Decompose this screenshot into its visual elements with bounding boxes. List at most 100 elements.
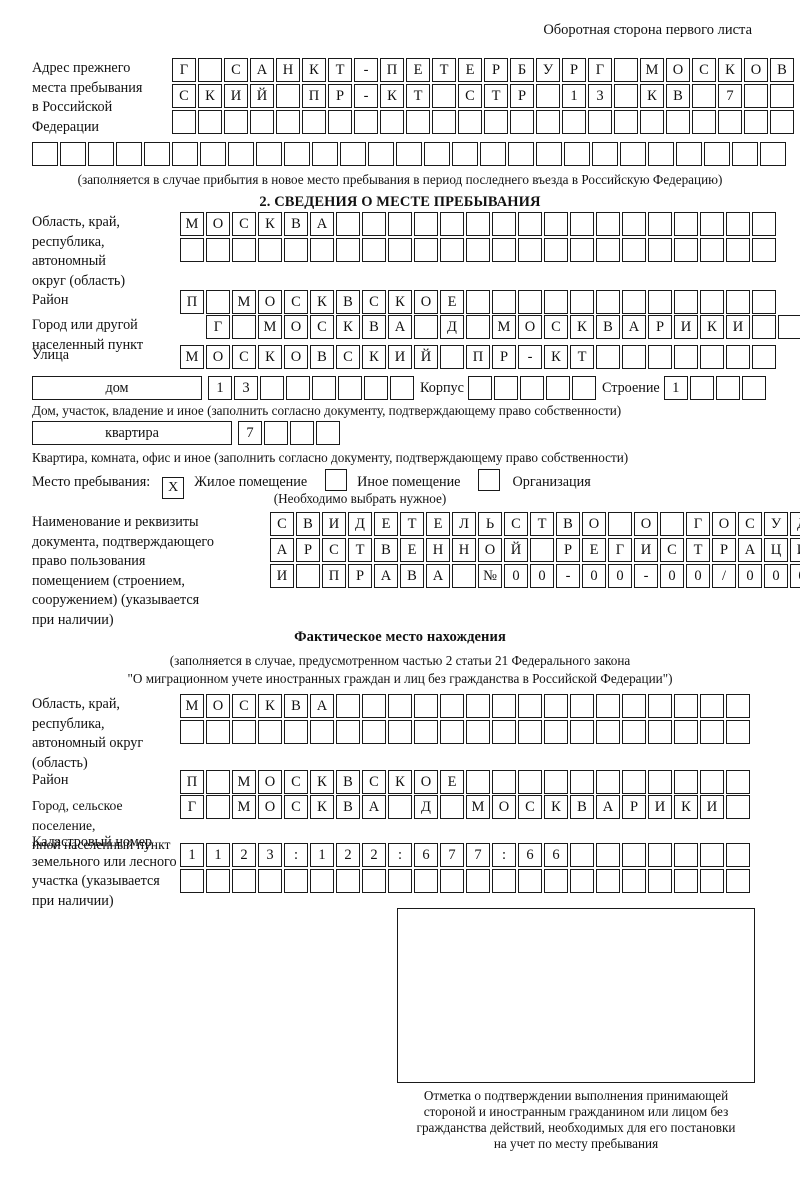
char-box[interactable] (704, 142, 730, 166)
char-box[interactable]: С (284, 770, 308, 794)
char-box[interactable] (700, 843, 724, 867)
char-box[interactable] (544, 694, 568, 718)
char-box[interactable] (256, 142, 282, 166)
char-box[interactable] (60, 142, 86, 166)
char-box[interactable] (715, 376, 740, 400)
char-box[interactable] (518, 694, 542, 718)
char-box[interactable] (440, 694, 464, 718)
char-box[interactable]: С (232, 212, 256, 236)
char-box[interactable]: 6 (518, 843, 542, 867)
char-box[interactable] (260, 376, 284, 400)
char-box[interactable]: Т (570, 345, 594, 369)
char-box[interactable] (622, 238, 646, 262)
stay-type-checkbox-organization[interactable] (478, 469, 501, 491)
char-box[interactable]: М (492, 315, 516, 339)
char-box[interactable]: В (374, 538, 398, 562)
char-box[interactable]: О (666, 58, 690, 82)
char-box[interactable]: Й (250, 84, 274, 108)
char-box[interactable] (596, 869, 620, 893)
char-box[interactable] (718, 110, 742, 134)
char-box[interactable] (676, 142, 702, 166)
char-box[interactable] (480, 142, 506, 166)
char-box[interactable] (518, 720, 542, 744)
char-box[interactable] (744, 110, 768, 134)
char-box[interactable] (530, 538, 554, 562)
char-box[interactable] (648, 843, 672, 867)
char-box[interactable]: 1 (206, 843, 230, 867)
char-box[interactable] (596, 290, 620, 314)
char-box[interactable]: О (206, 694, 230, 718)
char-box[interactable]: В (556, 512, 580, 536)
char-box[interactable]: К (388, 770, 412, 794)
char-box[interactable]: В (770, 58, 794, 82)
char-box[interactable] (700, 720, 724, 744)
char-box[interactable]: Т (530, 512, 554, 536)
char-box[interactable] (648, 212, 672, 236)
char-box[interactable] (364, 376, 388, 400)
char-box[interactable]: О (206, 345, 230, 369)
char-box[interactable] (440, 869, 464, 893)
char-box[interactable] (700, 869, 724, 893)
char-box[interactable]: К (700, 315, 724, 339)
char-box[interactable] (32, 142, 58, 166)
char-box[interactable]: К (570, 315, 594, 339)
char-box[interactable] (744, 84, 768, 108)
char-box[interactable] (726, 345, 750, 369)
char-box[interactable] (206, 795, 230, 819)
char-box[interactable] (674, 843, 698, 867)
char-box[interactable]: Ц (764, 538, 788, 562)
char-box[interactable]: П (466, 345, 490, 369)
char-box[interactable] (770, 110, 794, 134)
char-box[interactable] (674, 345, 698, 369)
char-box[interactable]: О (258, 770, 282, 794)
char-box[interactable] (518, 869, 542, 893)
char-box[interactable] (414, 694, 438, 718)
stroenie-boxes[interactable]: 1 (663, 376, 768, 400)
char-box[interactable] (596, 238, 620, 262)
char-box[interactable] (310, 238, 334, 262)
char-box[interactable]: К (198, 84, 222, 108)
actual-region-row[interactable] (180, 720, 752, 744)
stay-type-checkbox-other[interactable] (325, 469, 348, 491)
char-box[interactable]: Р (492, 345, 516, 369)
char-box[interactable] (116, 142, 142, 166)
char-box[interactable]: № (478, 564, 502, 588)
char-box[interactable] (519, 376, 544, 400)
char-box[interactable] (570, 869, 594, 893)
char-box[interactable]: А (250, 58, 274, 82)
char-box[interactable] (752, 290, 776, 314)
char-box[interactable]: А (596, 795, 620, 819)
char-box[interactable]: К (380, 84, 404, 108)
char-box[interactable]: Т (400, 512, 424, 536)
char-box[interactable]: Г (180, 795, 204, 819)
char-box[interactable] (562, 110, 586, 134)
char-box[interactable] (388, 212, 412, 236)
char-box[interactable] (510, 110, 534, 134)
char-box[interactable] (674, 869, 698, 893)
char-box[interactable] (760, 142, 786, 166)
char-box[interactable] (380, 110, 404, 134)
char-box[interactable] (648, 694, 672, 718)
char-box[interactable] (296, 564, 320, 588)
char-box[interactable]: 0 (738, 564, 762, 588)
char-box[interactable]: 0 (686, 564, 710, 588)
char-box[interactable] (700, 290, 724, 314)
char-box[interactable]: П (302, 84, 326, 108)
char-box[interactable]: 3 (588, 84, 612, 108)
char-box[interactable] (388, 694, 412, 718)
char-box[interactable]: Е (582, 538, 606, 562)
char-box[interactable]: А (622, 315, 646, 339)
char-box[interactable]: К (310, 290, 334, 314)
char-box[interactable] (302, 110, 326, 134)
char-box[interactable] (620, 142, 646, 166)
char-box[interactable]: Р (328, 84, 352, 108)
char-box[interactable]: С (692, 58, 716, 82)
char-box[interactable]: В (336, 290, 360, 314)
char-box[interactable]: С (310, 315, 334, 339)
char-box[interactable]: 2 (232, 843, 256, 867)
char-box[interactable] (336, 720, 360, 744)
confirmation-stamp-box[interactable] (397, 908, 755, 1083)
